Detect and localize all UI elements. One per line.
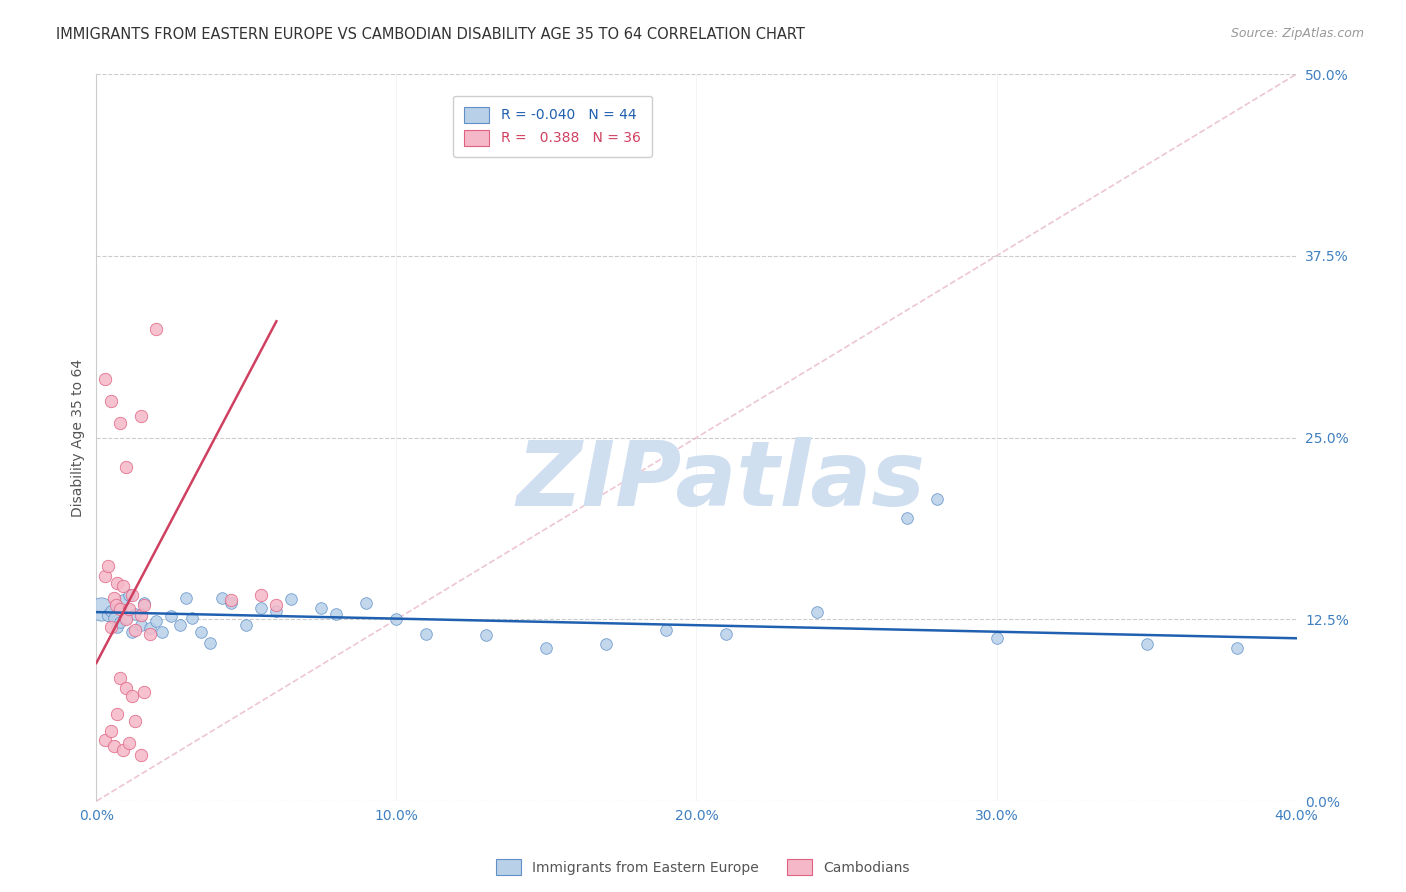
Point [121, 625, 143, 640]
Point [131, 607, 153, 622]
Point [250, 600, 273, 615]
Text: ZIPatlas: ZIPatlas [516, 437, 925, 525]
Point [235, 618, 257, 632]
Point [250, 588, 273, 602]
Point [112, 579, 135, 593]
Point [94, 568, 117, 582]
Point [716, 627, 738, 641]
Point [131, 747, 153, 762]
Point [115, 681, 138, 695]
Point [145, 614, 167, 628]
Y-axis label: Disability Age 35 to 64: Disability Age 35 to 64 [72, 359, 86, 516]
Point [131, 618, 153, 632]
Point [806, 605, 828, 619]
Point [385, 612, 408, 626]
Point [169, 618, 191, 632]
Point [115, 459, 138, 474]
Point [415, 627, 437, 641]
Point [100, 724, 122, 739]
Point [118, 736, 141, 750]
Point [100, 620, 122, 634]
Point [94, 372, 117, 386]
Point [211, 591, 233, 605]
Point [103, 611, 125, 625]
Point [176, 591, 198, 605]
Point [221, 593, 243, 607]
Point [986, 632, 1008, 646]
Point [115, 612, 138, 626]
Point [121, 588, 143, 602]
Point [266, 604, 288, 618]
Point [655, 623, 678, 637]
Point [1135, 637, 1157, 651]
Point [266, 598, 288, 612]
Point [112, 743, 135, 757]
Point [124, 714, 146, 728]
Text: Source: ZipAtlas.com: Source: ZipAtlas.com [1230, 27, 1364, 40]
Point [134, 598, 156, 612]
Point [105, 576, 128, 591]
Legend: R = -0.040   N = 44, R =   0.388   N = 36: R = -0.040 N = 44, R = 0.388 N = 36 [453, 95, 651, 157]
Point [100, 394, 122, 409]
Point [110, 671, 132, 685]
Point [103, 739, 125, 753]
Point [97, 558, 120, 573]
Point [110, 602, 132, 616]
Point [145, 321, 167, 335]
Point [134, 596, 156, 610]
Point [896, 510, 918, 524]
Point [100, 604, 122, 618]
Point [200, 635, 222, 649]
Point [94, 733, 117, 747]
Point [925, 491, 948, 506]
Point [110, 615, 132, 630]
Point [595, 637, 617, 651]
Point [131, 409, 153, 423]
Point [536, 641, 558, 656]
Point [118, 602, 141, 616]
Legend: Immigrants from Eastern Europe, Cambodians: Immigrants from Eastern Europe, Cambodia… [491, 854, 915, 880]
Point [118, 588, 141, 602]
Point [221, 596, 243, 610]
Point [356, 596, 378, 610]
Point [160, 609, 183, 624]
Point [190, 625, 212, 640]
Point [110, 416, 132, 430]
Point [280, 592, 302, 607]
Point [103, 591, 125, 605]
Point [139, 621, 162, 635]
Point [90, 602, 112, 616]
Point [134, 685, 156, 699]
Point [105, 620, 128, 634]
Point [104, 598, 127, 612]
Point [112, 593, 135, 607]
Point [124, 607, 146, 621]
Point [139, 627, 162, 641]
Point [475, 628, 498, 642]
Point [181, 611, 204, 625]
Point [97, 607, 120, 622]
Point [1226, 641, 1249, 656]
Point [105, 706, 128, 721]
Point [115, 611, 138, 625]
Text: IMMIGRANTS FROM EASTERN EUROPE VS CAMBODIAN DISABILITY AGE 35 TO 64 CORRELATION : IMMIGRANTS FROM EASTERN EUROPE VS CAMBOD… [56, 27, 806, 42]
Point [150, 625, 173, 640]
Point [325, 607, 347, 621]
Point [311, 600, 333, 615]
Point [121, 690, 143, 704]
Point [124, 623, 146, 637]
